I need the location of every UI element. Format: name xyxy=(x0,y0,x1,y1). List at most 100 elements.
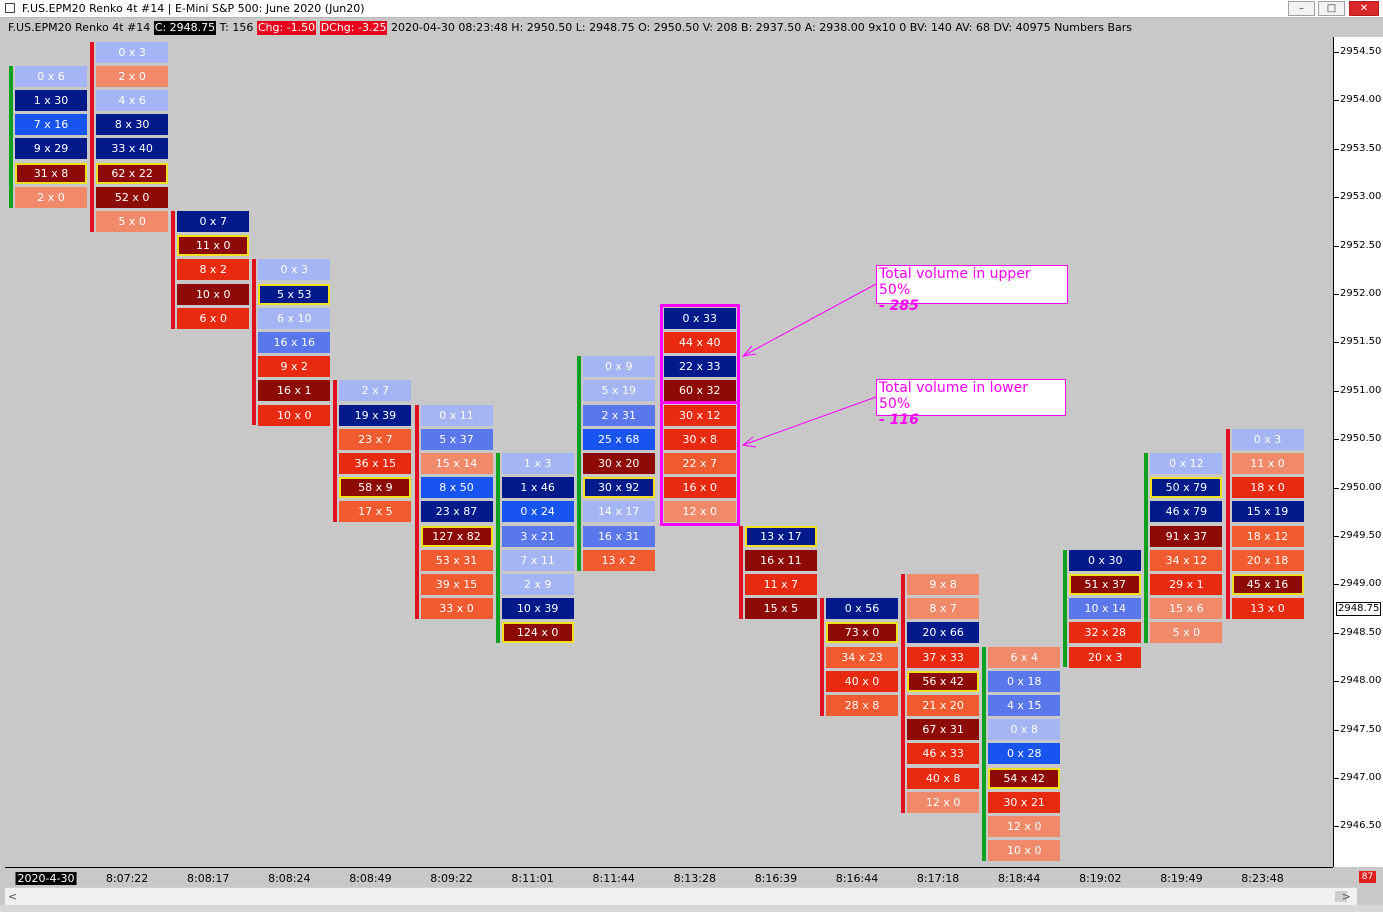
volume-cell[interactable]: 0 x 12 xyxy=(1150,452,1223,474)
volume-cell[interactable]: 10 x 0 xyxy=(177,283,250,305)
volume-cell[interactable]: 40 x 0 xyxy=(826,670,898,692)
volume-cell[interactable]: 2 x 9 xyxy=(501,573,574,595)
volume-cell[interactable]: 16 x 16 xyxy=(258,331,331,353)
volume-cell[interactable]: 30 x 92 xyxy=(582,477,655,499)
volume-cell[interactable]: 21 x 20 xyxy=(907,694,980,716)
volume-cell[interactable]: 0 x 3 xyxy=(96,41,169,63)
volume-cell[interactable]: 5 x 37 xyxy=(420,428,493,450)
volume-cell[interactable]: 3 x 21 xyxy=(501,525,574,547)
volume-cell[interactable]: 91 x 37 xyxy=(1150,525,1223,547)
volume-cell[interactable]: 12 x 0 xyxy=(988,815,1061,837)
volume-cell[interactable]: 31 x 8 xyxy=(15,162,87,184)
volume-cell[interactable]: 20 x 3 xyxy=(1069,646,1142,668)
volume-cell[interactable]: 50 x 79 xyxy=(1150,477,1223,499)
volume-cell[interactable]: 9 x 2 xyxy=(258,356,331,378)
volume-cell[interactable]: 18 x 0 xyxy=(1231,477,1304,499)
price-axis[interactable]: 2954.50 2954.00 2953.50 2953.00 2952.50 2952.… xyxy=(1333,37,1383,867)
volume-cell[interactable]: 22 x 7 xyxy=(663,452,736,474)
volume-cell[interactable]: 4 x 6 xyxy=(96,89,169,111)
volume-cell[interactable]: 51 x 37 xyxy=(1069,573,1142,595)
volume-cell[interactable]: 30 x 8 xyxy=(663,428,736,450)
volume-cell[interactable]: 2 x 31 xyxy=(582,404,655,426)
volume-cell[interactable]: 2 x 0 xyxy=(96,65,169,87)
volume-cell[interactable]: 30 x 21 xyxy=(988,791,1061,813)
volume-cell[interactable]: 12 x 0 xyxy=(663,501,736,523)
volume-cell[interactable]: 10 x 0 xyxy=(988,840,1061,862)
volume-cell[interactable]: 39 x 15 xyxy=(420,573,493,595)
volume-cell[interactable]: 19 x 39 xyxy=(339,404,412,426)
volume-cell[interactable]: 33 x 0 xyxy=(420,598,493,620)
volume-cell[interactable]: 8 x 2 xyxy=(177,259,250,281)
volume-cell[interactable]: 0 x 33 xyxy=(663,307,736,329)
volume-cell[interactable]: 20 x 66 xyxy=(907,622,980,644)
volume-cell[interactable]: 73 x 0 xyxy=(826,622,898,644)
volume-cell[interactable]: 10 x 39 xyxy=(501,598,574,620)
volume-cell[interactable]: 17 x 5 xyxy=(339,501,412,523)
volume-cell[interactable]: 0 x 3 xyxy=(1231,428,1304,450)
volume-cell[interactable]: 1 x 30 xyxy=(15,89,87,111)
volume-cell[interactable]: 9 x 29 xyxy=(15,138,87,160)
volume-cell[interactable]: 0 x 3 xyxy=(258,259,331,281)
volume-cell[interactable]: 60 x 32 xyxy=(663,380,736,402)
volume-cell[interactable]: 45 x 16 xyxy=(1231,573,1304,595)
volume-cell[interactable]: 0 x 6 xyxy=(15,65,87,87)
volume-cell[interactable]: 53 x 31 xyxy=(420,549,493,571)
volume-cell[interactable]: 0 x 28 xyxy=(988,743,1061,765)
scroll-thumb[interactable] xyxy=(1335,891,1347,902)
volume-cell[interactable]: 13 x 2 xyxy=(582,549,655,571)
volume-cell[interactable]: 0 x 7 xyxy=(177,210,250,232)
time-axis[interactable]: 2020-4-30 8:07:22 8:08:17 8:08:24 8:08:49 8:0… xyxy=(5,867,1333,888)
close-button[interactable]: ✕ xyxy=(1349,1,1379,16)
volume-cell[interactable]: 28 x 8 xyxy=(826,694,898,716)
volume-cell[interactable]: 15 x 19 xyxy=(1231,501,1304,523)
volume-cell[interactable]: 5 x 0 xyxy=(1150,622,1223,644)
volume-cell[interactable]: 23 x 7 xyxy=(339,428,412,450)
volume-cell[interactable]: 7 x 11 xyxy=(501,549,574,571)
volume-cell[interactable]: 5 x 0 xyxy=(96,210,169,232)
volume-cell[interactable]: 56 x 42 xyxy=(907,670,980,692)
volume-cell[interactable]: 13 x 0 xyxy=(1231,598,1304,620)
maximize-button[interactable]: □ xyxy=(1318,1,1345,16)
volume-cell[interactable]: 11 x 0 xyxy=(177,235,250,257)
volume-cell[interactable]: 0 x 11 xyxy=(420,404,493,426)
volume-cell[interactable]: 22 x 33 xyxy=(663,356,736,378)
volume-cell[interactable]: 54 x 42 xyxy=(988,767,1061,789)
volume-cell[interactable]: 0 x 9 xyxy=(582,356,655,378)
volume-cell[interactable]: 18 x 12 xyxy=(1231,525,1304,547)
volume-cell[interactable]: 30 x 12 xyxy=(663,404,736,426)
volume-cell[interactable]: 8 x 7 xyxy=(907,598,980,620)
volume-cell[interactable]: 6 x 4 xyxy=(988,646,1061,668)
horizontal-scrollbar[interactable]: < > xyxy=(5,887,1357,905)
volume-cell[interactable]: 16 x 11 xyxy=(744,549,817,571)
volume-cell[interactable]: 15 x 5 xyxy=(744,598,817,620)
volume-cell[interactable]: 23 x 87 xyxy=(420,501,493,523)
volume-cell[interactable]: 30 x 20 xyxy=(582,452,655,474)
volume-cell[interactable]: 32 x 28 xyxy=(1069,622,1142,644)
volume-cell[interactable]: 33 x 40 xyxy=(96,138,169,160)
volume-cell[interactable]: 34 x 23 xyxy=(826,646,898,668)
volume-cell[interactable]: 15 x 14 xyxy=(420,452,493,474)
scroll-left-arrow-icon[interactable]: < xyxy=(8,890,18,903)
volume-cell[interactable]: 40 x 8 xyxy=(907,767,980,789)
volume-cell[interactable]: 8 x 30 xyxy=(96,114,169,136)
volume-cell[interactable]: 1 x 46 xyxy=(501,477,574,499)
volume-cell[interactable]: 0 x 24 xyxy=(501,501,574,523)
volume-cell[interactable]: 1 x 3 xyxy=(501,452,574,474)
volume-cell[interactable]: 7 x 16 xyxy=(15,114,87,136)
volume-cell[interactable]: 15 x 6 xyxy=(1150,598,1223,620)
volume-cell[interactable]: 62 x 22 xyxy=(96,162,169,184)
volume-cell[interactable]: 58 x 9 xyxy=(339,477,412,499)
volume-cell[interactable]: 10 x 0 xyxy=(258,404,331,426)
volume-cell[interactable]: 34 x 12 xyxy=(1150,549,1223,571)
volume-cell[interactable]: 9 x 8 xyxy=(907,573,980,595)
volume-cell[interactable]: 124 x 0 xyxy=(501,622,574,644)
volume-cell[interactable]: 0 x 30 xyxy=(1069,549,1142,571)
volume-cell[interactable]: 12 x 0 xyxy=(907,791,980,813)
volume-cell[interactable]: 37 x 33 xyxy=(907,646,980,668)
minimize-button[interactable]: – xyxy=(1288,1,1315,16)
annotation-upper-volume[interactable]: Total volume in upper 50% - 285 xyxy=(876,265,1068,314)
volume-cell[interactable]: 4 x 15 xyxy=(988,694,1061,716)
volume-cell[interactable]: 16 x 31 xyxy=(582,525,655,547)
volume-cell[interactable]: 46 x 33 xyxy=(907,743,980,765)
